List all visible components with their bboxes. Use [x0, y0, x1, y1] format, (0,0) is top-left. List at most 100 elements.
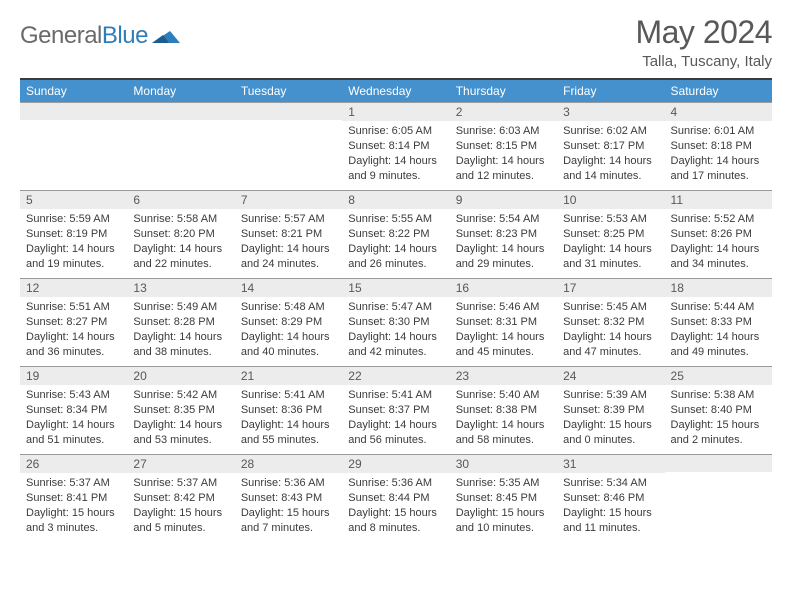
daylight-text: Daylight: 14 hours and 17 minutes. [671, 154, 766, 184]
daylight-text: Daylight: 14 hours and 19 minutes. [26, 242, 121, 272]
calendar-row: 19Sunrise: 5:43 AMSunset: 8:34 PMDayligh… [20, 366, 772, 454]
sunset-text: Sunset: 8:36 PM [241, 403, 336, 418]
day-number: 15 [342, 278, 449, 297]
sunrise-text: Sunrise: 5:47 AM [348, 300, 443, 315]
daylight-text: Daylight: 14 hours and 24 minutes. [241, 242, 336, 272]
calendar-cell: 6Sunrise: 5:58 AMSunset: 8:20 PMDaylight… [127, 190, 234, 278]
day-number: 27 [127, 454, 234, 473]
sunrise-text: Sunrise: 5:41 AM [348, 388, 443, 403]
brand-part2: Blue [102, 22, 148, 49]
sunrise-text: Sunrise: 6:03 AM [456, 124, 551, 139]
sunrise-text: Sunrise: 5:46 AM [456, 300, 551, 315]
weekday-header: Monday [127, 80, 234, 102]
sunset-text: Sunset: 8:44 PM [348, 491, 443, 506]
day-number: 29 [342, 454, 449, 473]
day-number [20, 102, 127, 120]
sunrise-text: Sunrise: 5:58 AM [133, 212, 228, 227]
calendar-cell: 31Sunrise: 5:34 AMSunset: 8:46 PMDayligh… [557, 454, 664, 542]
daylight-text: Daylight: 14 hours and 12 minutes. [456, 154, 551, 184]
day-number: 24 [557, 366, 664, 385]
day-data: Sunrise: 5:49 AMSunset: 8:28 PMDaylight:… [127, 297, 234, 362]
sunrise-text: Sunrise: 5:36 AM [348, 476, 443, 491]
sunrise-text: Sunrise: 5:49 AM [133, 300, 228, 315]
weekday-header: Friday [557, 80, 664, 102]
day-data: Sunrise: 5:55 AMSunset: 8:22 PMDaylight:… [342, 209, 449, 274]
day-number: 26 [20, 454, 127, 473]
weekday-header-row: Sunday Monday Tuesday Wednesday Thursday… [20, 80, 772, 102]
weekday-header: Wednesday [342, 80, 449, 102]
daylight-text: Daylight: 14 hours and 9 minutes. [348, 154, 443, 184]
calendar-cell: 4Sunrise: 6:01 AMSunset: 8:18 PMDaylight… [665, 102, 772, 190]
day-number: 1 [342, 102, 449, 121]
day-number [235, 102, 342, 120]
sunset-text: Sunset: 8:37 PM [348, 403, 443, 418]
sunset-text: Sunset: 8:31 PM [456, 315, 551, 330]
daylight-text: Daylight: 14 hours and 45 minutes. [456, 330, 551, 360]
location-text: Talla, Tuscany, Italy [635, 53, 772, 70]
day-data: Sunrise: 5:47 AMSunset: 8:30 PMDaylight:… [342, 297, 449, 362]
daylight-text: Daylight: 15 hours and 2 minutes. [671, 418, 766, 448]
day-number: 18 [665, 278, 772, 297]
calendar-cell [235, 102, 342, 190]
daylight-text: Daylight: 15 hours and 11 minutes. [563, 506, 658, 536]
sunrise-text: Sunrise: 5:34 AM [563, 476, 658, 491]
brand-logo: GeneralBlue [20, 22, 182, 50]
daylight-text: Daylight: 14 hours and 53 minutes. [133, 418, 228, 448]
daylight-text: Daylight: 15 hours and 5 minutes. [133, 506, 228, 536]
calendar-cell: 10Sunrise: 5:53 AMSunset: 8:25 PMDayligh… [557, 190, 664, 278]
sunrise-text: Sunrise: 6:05 AM [348, 124, 443, 139]
day-number: 30 [450, 454, 557, 473]
weekday-header: Saturday [665, 80, 772, 102]
sunset-text: Sunset: 8:17 PM [563, 139, 658, 154]
sunset-text: Sunset: 8:28 PM [133, 315, 228, 330]
daylight-text: Daylight: 14 hours and 38 minutes. [133, 330, 228, 360]
day-data: Sunrise: 5:42 AMSunset: 8:35 PMDaylight:… [127, 385, 234, 450]
daylight-text: Daylight: 14 hours and 14 minutes. [563, 154, 658, 184]
sunset-text: Sunset: 8:20 PM [133, 227, 228, 242]
daylight-text: Daylight: 15 hours and 0 minutes. [563, 418, 658, 448]
weekday-header: Tuesday [235, 80, 342, 102]
sunrise-text: Sunrise: 5:35 AM [456, 476, 551, 491]
day-data: Sunrise: 5:46 AMSunset: 8:31 PMDaylight:… [450, 297, 557, 362]
sunrise-text: Sunrise: 5:48 AM [241, 300, 336, 315]
title-block: May 2024 Talla, Tuscany, Italy [635, 14, 772, 70]
calendar-cell: 19Sunrise: 5:43 AMSunset: 8:34 PMDayligh… [20, 366, 127, 454]
sunset-text: Sunset: 8:42 PM [133, 491, 228, 506]
day-data: Sunrise: 5:36 AMSunset: 8:43 PMDaylight:… [235, 473, 342, 538]
day-number: 21 [235, 366, 342, 385]
calendar-cell: 3Sunrise: 6:02 AMSunset: 8:17 PMDaylight… [557, 102, 664, 190]
calendar-cell: 12Sunrise: 5:51 AMSunset: 8:27 PMDayligh… [20, 278, 127, 366]
calendar-cell: 24Sunrise: 5:39 AMSunset: 8:39 PMDayligh… [557, 366, 664, 454]
sunrise-text: Sunrise: 5:53 AM [563, 212, 658, 227]
day-data: Sunrise: 5:34 AMSunset: 8:46 PMDaylight:… [557, 473, 664, 538]
calendar-cell: 15Sunrise: 5:47 AMSunset: 8:30 PMDayligh… [342, 278, 449, 366]
calendar-cell: 28Sunrise: 5:36 AMSunset: 8:43 PMDayligh… [235, 454, 342, 542]
calendar-cell [665, 454, 772, 542]
daylight-text: Daylight: 14 hours and 36 minutes. [26, 330, 121, 360]
day-number: 13 [127, 278, 234, 297]
day-data: Sunrise: 5:43 AMSunset: 8:34 PMDaylight:… [20, 385, 127, 450]
day-number: 16 [450, 278, 557, 297]
daylight-text: Daylight: 14 hours and 51 minutes. [26, 418, 121, 448]
day-data: Sunrise: 5:51 AMSunset: 8:27 PMDaylight:… [20, 297, 127, 362]
day-data: Sunrise: 5:37 AMSunset: 8:41 PMDaylight:… [20, 473, 127, 538]
calendar-cell: 14Sunrise: 5:48 AMSunset: 8:29 PMDayligh… [235, 278, 342, 366]
day-number: 12 [20, 278, 127, 297]
day-number: 4 [665, 102, 772, 121]
calendar-cell: 25Sunrise: 5:38 AMSunset: 8:40 PMDayligh… [665, 366, 772, 454]
sunset-text: Sunset: 8:43 PM [241, 491, 336, 506]
daylight-text: Daylight: 14 hours and 42 minutes. [348, 330, 443, 360]
daylight-text: Daylight: 15 hours and 3 minutes. [26, 506, 121, 536]
daylight-text: Daylight: 14 hours and 40 minutes. [241, 330, 336, 360]
sunrise-text: Sunrise: 5:54 AM [456, 212, 551, 227]
daylight-text: Daylight: 14 hours and 22 minutes. [133, 242, 228, 272]
day-number: 28 [235, 454, 342, 473]
calendar-cell [127, 102, 234, 190]
day-data: Sunrise: 5:53 AMSunset: 8:25 PMDaylight:… [557, 209, 664, 274]
sunset-text: Sunset: 8:33 PM [671, 315, 766, 330]
sunset-text: Sunset: 8:35 PM [133, 403, 228, 418]
brand-part1: General [20, 22, 102, 49]
day-number [665, 454, 772, 472]
day-number: 10 [557, 190, 664, 209]
daylight-text: Daylight: 14 hours and 34 minutes. [671, 242, 766, 272]
